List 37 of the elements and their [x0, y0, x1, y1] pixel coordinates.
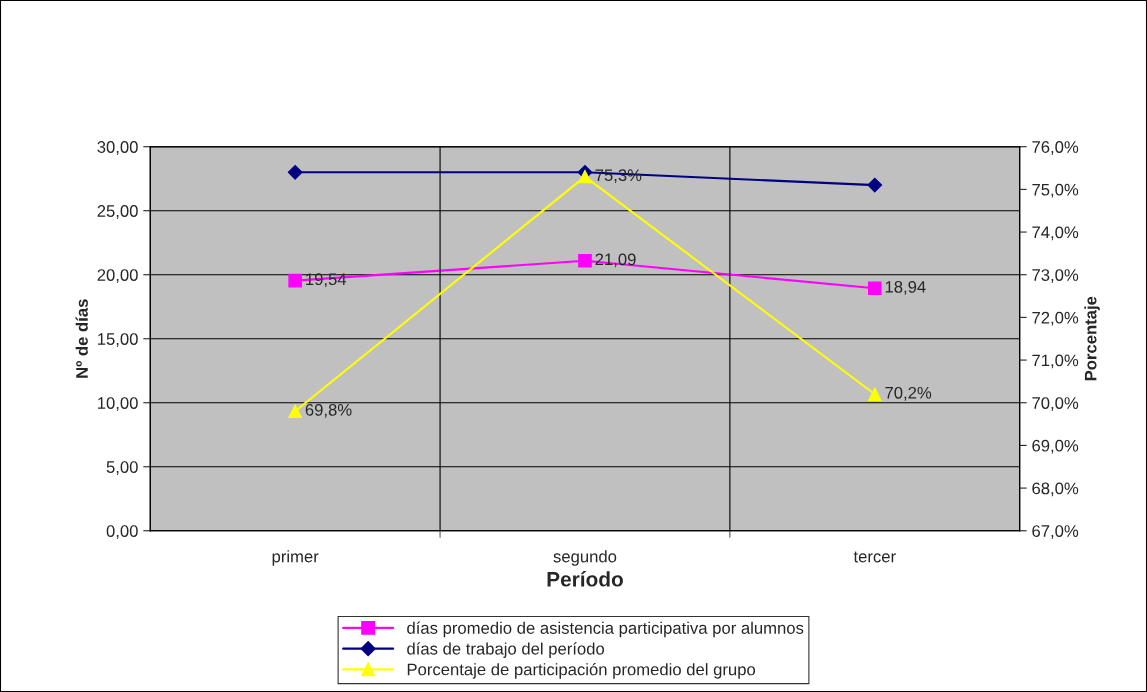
y2-axis-title: Porcentaje — [1084, 296, 1100, 381]
data-label: 69,8% — [305, 403, 352, 418]
point — [867, 177, 883, 193]
y2-tick-label: 71,0% — [1032, 354, 1079, 369]
y-tick-label: 0,00 — [106, 525, 138, 539]
data-label: 18,94 — [885, 280, 926, 295]
x-axis-title: Período — [547, 571, 623, 587]
y2-tick-label: 72,0% — [1032, 311, 1079, 326]
point — [578, 254, 592, 268]
y2-tick-label: 76,0% — [1032, 141, 1079, 155]
y2-tick-label: 70,0% — [1032, 397, 1079, 411]
point — [288, 273, 302, 288]
x-tick-label: tercer — [853, 551, 896, 563]
y-tick-label: 25,00 — [97, 205, 138, 219]
legend-label: días de trabajo del período — [407, 642, 605, 658]
y2-tick-label: 68,0% — [1032, 482, 1079, 497]
y2-tick-label: 69,0% — [1032, 439, 1079, 454]
point — [868, 387, 882, 401]
y2-tick-label: 74,0% — [1032, 226, 1079, 241]
y-tick-label: 5,00 — [106, 461, 138, 475]
y-tick-label: 20,00 — [97, 269, 138, 283]
x-tick-label: primer — [272, 550, 319, 566]
y2-tick-label: 75,0% — [1032, 183, 1079, 198]
y-tick-label: 10,00 — [98, 397, 138, 411]
y-axis-title: Nº de días — [75, 299, 88, 378]
point — [868, 281, 882, 296]
point — [287, 164, 303, 180]
y-tick-label: 30,00 — [97, 141, 138, 155]
legend-label: Porcentaje de participación promedio del grupo — [407, 662, 756, 679]
y2-tick-label: 67,0% — [1032, 525, 1079, 539]
point — [288, 404, 302, 419]
y-tick-label: 15,00 — [98, 333, 138, 347]
point — [578, 169, 592, 184]
legend-label: días promedio de asistencia participativa por alumnos — [407, 621, 804, 638]
y2-tick-label: 73,0% — [1032, 269, 1079, 283]
data-label: 70,2% — [885, 386, 932, 401]
x-tick-label: segundo — [553, 550, 617, 566]
